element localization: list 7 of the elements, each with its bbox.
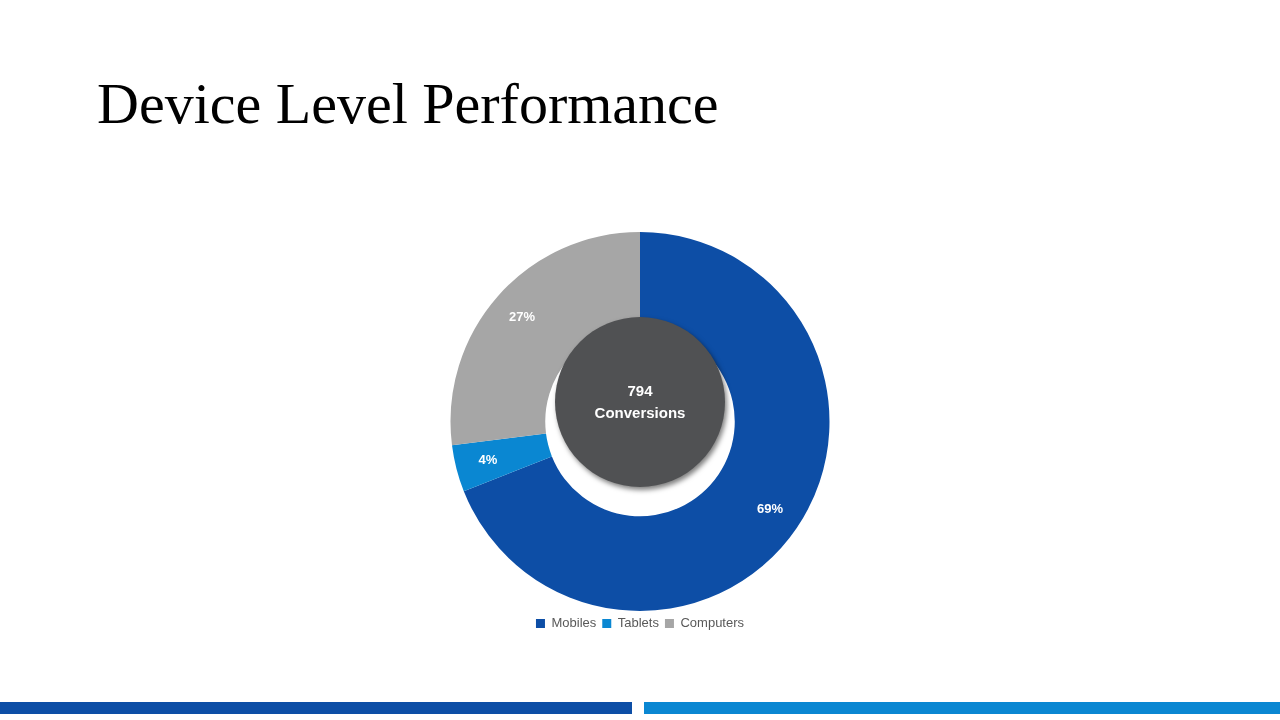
data-label: 27% [509, 309, 536, 325]
data-label: 69% [756, 501, 784, 517]
chart-title: Device Level Performance [97, 70, 719, 137]
legend-label: Tablets [617, 615, 660, 631]
data-label: 4% [478, 452, 498, 468]
legend-label: Computers [680, 615, 745, 631]
legend-label: Mobiles [551, 615, 597, 631]
